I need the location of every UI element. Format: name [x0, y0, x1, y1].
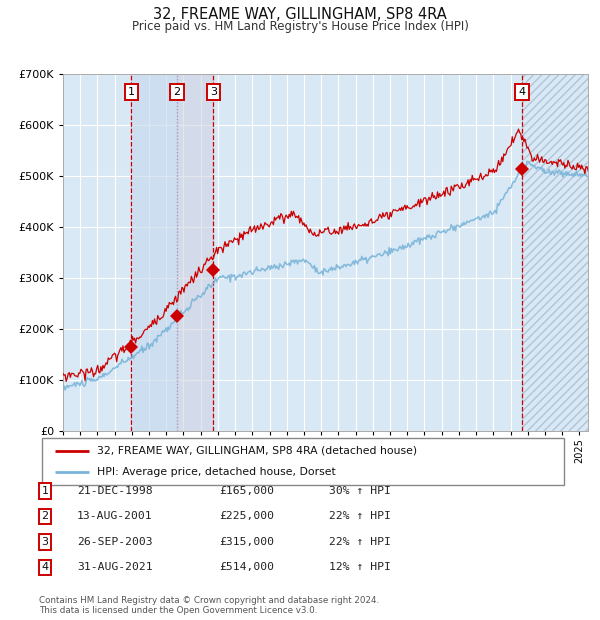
Text: 22% ↑ HPI: 22% ↑ HPI — [329, 537, 391, 547]
Text: 21-DEC-1998: 21-DEC-1998 — [77, 486, 152, 496]
Text: 32, FREAME WAY, GILLINGHAM, SP8 4RA (detached house): 32, FREAME WAY, GILLINGHAM, SP8 4RA (det… — [97, 446, 417, 456]
Text: £225,000: £225,000 — [219, 512, 274, 521]
Text: 1: 1 — [41, 486, 49, 496]
Text: 13-AUG-2001: 13-AUG-2001 — [77, 512, 152, 521]
Text: 3: 3 — [41, 537, 49, 547]
Bar — [131, 74, 177, 431]
Text: 4: 4 — [41, 562, 49, 572]
Text: 31-AUG-2021: 31-AUG-2021 — [77, 562, 152, 572]
Text: 2: 2 — [173, 87, 181, 97]
Text: 12% ↑ HPI: 12% ↑ HPI — [329, 562, 391, 572]
Text: 3: 3 — [210, 87, 217, 97]
Text: Price paid vs. HM Land Registry's House Price Index (HPI): Price paid vs. HM Land Registry's House … — [131, 20, 469, 33]
Text: 22% ↑ HPI: 22% ↑ HPI — [329, 512, 391, 521]
Bar — [522, 74, 588, 431]
Text: 32, FREAME WAY, GILLINGHAM, SP8 4RA: 32, FREAME WAY, GILLINGHAM, SP8 4RA — [153, 7, 447, 22]
Text: 26-SEP-2003: 26-SEP-2003 — [77, 537, 152, 547]
Text: 30% ↑ HPI: 30% ↑ HPI — [329, 486, 391, 496]
Bar — [522, 74, 588, 431]
Text: £514,000: £514,000 — [219, 562, 274, 572]
Text: 4: 4 — [518, 87, 526, 97]
Text: HPI: Average price, detached house, Dorset: HPI: Average price, detached house, Dors… — [97, 467, 335, 477]
Text: Contains HM Land Registry data © Crown copyright and database right 2024.
This d: Contains HM Land Registry data © Crown c… — [39, 596, 379, 615]
Text: £165,000: £165,000 — [219, 486, 274, 496]
Text: £315,000: £315,000 — [219, 537, 274, 547]
Bar — [177, 74, 214, 431]
Text: 2: 2 — [41, 512, 49, 521]
Text: 1: 1 — [128, 87, 135, 97]
